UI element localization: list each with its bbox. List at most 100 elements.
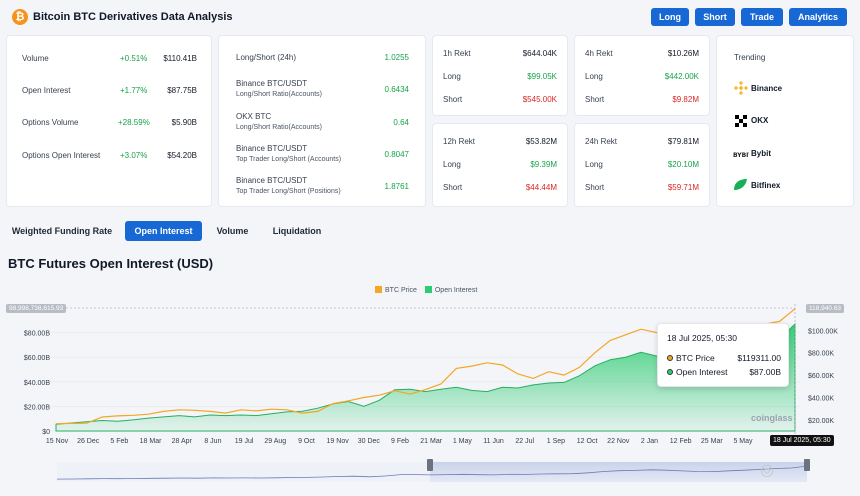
rekt-short-value: $545.00K	[522, 95, 557, 104]
rekt-long-value: $20.10M	[667, 160, 699, 169]
tooltip-price-row: BTC Price $119311.00	[667, 353, 787, 363]
ratio-sublabel: Top Trader Long/Short (Positions)	[236, 188, 341, 195]
ratio-value: 1.0255	[384, 53, 409, 62]
ratio-label: Long/Short (24h)	[236, 53, 297, 62]
rekt-card-1h: 1h Rekt $644.04K Long $99.05K Short $545…	[432, 35, 568, 116]
rekt-period: 1h Rekt	[443, 49, 471, 58]
trending-title: Trending	[734, 53, 766, 62]
range-navigator-selection[interactable]	[430, 462, 807, 482]
page-header: ₿ Bitcoin BTC Derivatives Data Analysis …	[0, 0, 860, 34]
tab-liquidation[interactable]: Liquidation	[272, 226, 322, 236]
tooltip-price-label: BTC Price	[676, 353, 715, 363]
stat-value: $110.41B	[163, 54, 197, 63]
trending-item-bitfinex[interactable]: Bitfinex	[751, 181, 781, 190]
x-tick-label: 9 Oct	[298, 438, 315, 445]
x-tick-label: 5 Feb	[110, 438, 128, 445]
x-tick-label: 2 Jan	[641, 438, 658, 445]
rekt-card-4h: 4h Rekt $10.26M Long $442.00K Short $9.8…	[574, 35, 710, 116]
svg-text:BYBIT: BYBIT	[733, 152, 749, 158]
y-left-max-label: 98,998,738,615.93	[6, 304, 67, 313]
rekt-card-12h: 12h Rekt $53.82M Long $9.39M Short $44.4…	[432, 123, 568, 207]
page-title: Bitcoin BTC Derivatives Data Analysis	[33, 11, 233, 23]
x-tick-label: 9 Feb	[391, 438, 409, 445]
ratio-value: 0.64	[393, 118, 409, 127]
y-left-tick-label: $80.00B	[24, 331, 50, 338]
trending-item-bybit[interactable]: Bybit	[751, 149, 771, 158]
bybit-icon: BYBIT	[733, 152, 749, 158]
rekt-period: 4h Rekt	[585, 49, 613, 58]
range-handle-left[interactable]	[427, 459, 433, 471]
legend-swatch-price	[375, 286, 382, 293]
chart-title: BTC Futures Open Interest (USD)	[8, 256, 214, 271]
tooltip-oi-value: $87.00B	[749, 367, 781, 377]
legend-label-price: BTC Price	[385, 287, 417, 294]
trade-button[interactable]: Trade	[741, 8, 783, 26]
x-tick-label: 28 Apr	[172, 438, 193, 445]
okx-icon	[735, 115, 747, 127]
legend-swatch-oi	[424, 286, 432, 293]
rekt-card-24h: 24h Rekt $79.81M Long $20.10M Short $59.…	[574, 123, 710, 207]
stat-value: $87.75B	[167, 86, 197, 95]
trending-item-binance[interactable]: Binance	[751, 84, 783, 93]
rekt-short-value: $44.44M	[525, 183, 557, 192]
y-left-tick-label: $0	[42, 429, 50, 436]
range-navigator-line	[56, 465, 808, 480]
rekt-period: 12h Rekt	[443, 137, 476, 146]
x-tick-label: 1 May	[453, 438, 473, 445]
watermark: coinglass	[751, 413, 793, 423]
x-tick-label: 22 Nov	[607, 438, 630, 445]
stat-value: $5.90B	[171, 118, 197, 127]
tab-weighted-funding-rate[interactable]: Weighted Funding Rate	[11, 226, 113, 236]
rekt-total: $10.26M	[667, 49, 699, 58]
site-watermark-logo: ◎	[760, 462, 774, 479]
rekt-total: $644.04K	[522, 49, 557, 58]
y-right-tick-label: $40.00K	[808, 395, 834, 402]
rekt-long-label: Long	[443, 72, 461, 81]
stat-change: +1.77%	[120, 86, 148, 95]
stat-change: +3.07%	[120, 151, 148, 160]
x-tick-label: 21 Mar	[420, 438, 442, 445]
legend-label-oi: Open Interest	[434, 287, 478, 294]
rekt-short-value: $9.82M	[672, 95, 699, 104]
rekt-short-label: Short	[585, 183, 605, 192]
bitfinex-icon	[734, 179, 747, 190]
ratio-value: 1.8761	[384, 182, 409, 191]
chart-tooltip: 18 Jul 2025, 05:30 BTC Price $119311.00 …	[657, 323, 789, 387]
y-left-tick-label: $20.00B	[24, 404, 50, 411]
tab-volume[interactable]: Volume	[216, 226, 249, 236]
x-tick-label: 12 Feb	[670, 438, 692, 445]
chart-legend[interactable]: BTC Price Open Interest	[375, 286, 477, 294]
analytics-button[interactable]: Analytics	[789, 8, 847, 26]
x-tick-label: 12 Oct	[577, 438, 598, 445]
x-tick-label: 25 Mar	[701, 438, 723, 445]
stat-value: $54.20B	[167, 151, 197, 160]
stat-label: Volume	[22, 54, 49, 63]
y-right-tick-label: $60.00K	[808, 373, 834, 380]
tooltip-price-dot	[667, 355, 673, 361]
ratio-value: 0.8047	[384, 150, 409, 159]
tooltip-oi-row: Open Interest $87.00B	[667, 367, 787, 377]
y-right-max-label: 118,940.63	[806, 304, 845, 313]
ratio-sublabel: Long/Short Ratio(Accounts)	[236, 124, 322, 131]
x-tick-label: 5 May	[733, 438, 753, 445]
rekt-total: $79.81M	[667, 137, 699, 146]
y-left-tick-label: $40.00B	[24, 380, 50, 387]
trending-item-okx[interactable]: OKX	[751, 116, 769, 125]
long-button[interactable]: Long	[651, 8, 689, 26]
x-tick-label: 8 Jun	[204, 438, 221, 445]
x-tick-label: 26 Dec	[77, 438, 100, 445]
open-interest-chart[interactable]: 15 Nov 26 Dec 5 Feb 18 Mar 28 Apr 8 Jun 19 Jul…	[0, 296, 860, 496]
stat-label: Options Volume	[22, 118, 79, 127]
rekt-short-value: $59.71M	[667, 183, 699, 192]
short-button[interactable]: Short	[695, 8, 735, 26]
y-left-tick-label: $60.00B	[24, 355, 50, 362]
y-right-tick-label: $20.00K	[808, 418, 834, 425]
x-tick-label: 29 Aug	[264, 438, 286, 445]
tab-open-interest[interactable]: Open Interest	[125, 221, 202, 241]
stat-label: Options Open Interest	[22, 151, 101, 160]
range-handle-right[interactable]	[804, 459, 810, 471]
x-tick-label: 30 Dec	[358, 438, 381, 445]
tooltip-oi-dot	[667, 369, 673, 375]
ratio-label: Binance BTC/USDT	[236, 144, 308, 153]
rekt-long-label: Long	[585, 160, 603, 169]
